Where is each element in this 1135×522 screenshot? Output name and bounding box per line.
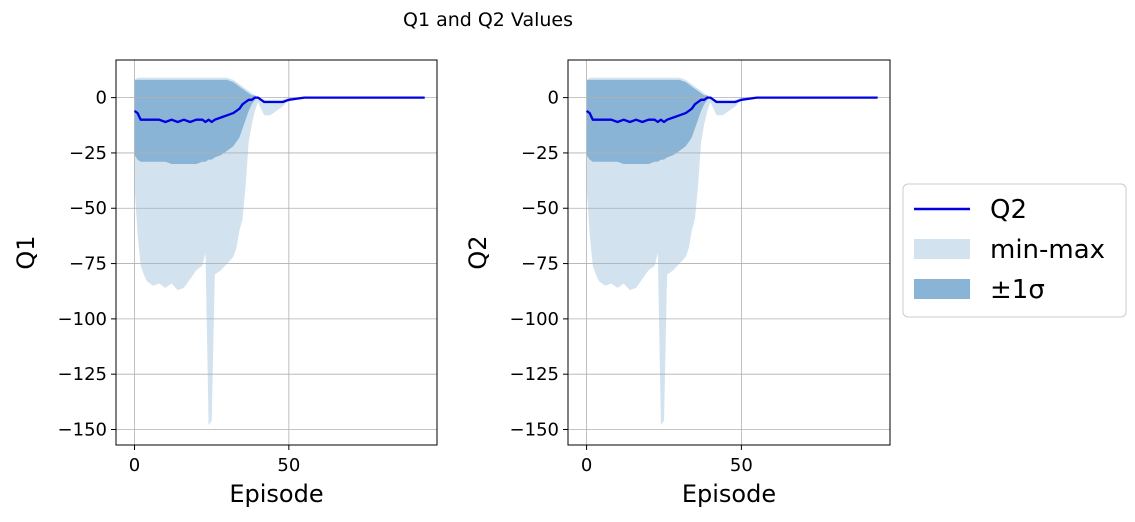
std-band [134,79,425,164]
q2-subplot: 0 50 0 −25 −50 −75 −100 −125 −150 Episode Q2 [464,59,891,508]
y-tick-label: −150 [510,420,559,441]
mean-line [585,96,878,124]
legend-area-swatch [914,239,970,259]
y-tick-label: −50 [69,198,107,219]
figure-title: Q1 and Q2 Values [403,9,573,31]
minmax-band [586,77,878,426]
y-axis-label: Q1 [12,235,40,269]
plot-area [568,60,890,445]
y-tick-label: −75 [69,254,107,275]
y-tick-label: −100 [510,309,559,330]
axes-frame [115,59,438,446]
y-tick-label: −25 [69,143,107,164]
y-tick-label: −50 [521,198,559,219]
y-tick-label: −25 [521,143,559,164]
x-axis-label: Episode [229,480,323,508]
mean-line [133,96,425,124]
y-tick-label: −100 [58,309,107,330]
q1-subplot: 0 50 0 −25 −50 −75 −100 −125 −150 Episode Q1 [12,59,438,508]
x-axis-label: Episode [682,480,776,508]
y-tick-label: −125 [510,364,559,385]
legend-label: ±1σ [990,275,1045,305]
x-tick-label: 0 [581,455,592,476]
legend-label: min-max [990,235,1105,265]
y-axis-label: Q2 [464,235,492,269]
y-tick-label: 0 [548,88,559,109]
legend-label: Q2 [990,195,1027,225]
axes-frame [567,59,891,446]
x-tick-label: 0 [129,455,140,476]
y-tick-label: −150 [58,420,107,441]
legend: Q2 min-max ±1σ [902,183,1127,318]
y-tick-label: −75 [521,254,559,275]
y-tick-label: −125 [58,364,107,385]
plot-area [116,60,437,445]
y-tick-label: 0 [96,88,107,109]
minmax-band [134,77,425,426]
std-band [586,79,878,164]
x-tick-label: 50 [277,455,300,476]
x-tick-label: 50 [730,455,753,476]
legend-area-swatch [914,279,970,299]
